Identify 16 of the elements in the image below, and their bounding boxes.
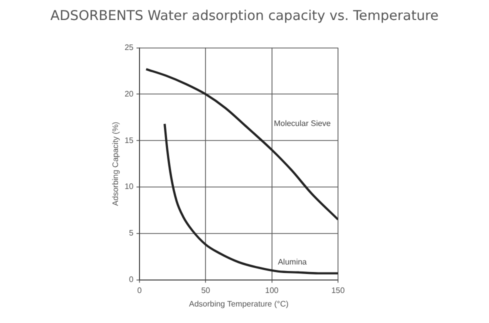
y-tick-label: 20: [124, 89, 134, 98]
x-tick-label: 0: [137, 286, 142, 295]
text: Molecular Sieve: [274, 119, 332, 128]
line-series: [145, 68, 338, 221]
y-tick-label: 25: [124, 43, 134, 52]
x-tick-label: 50: [201, 286, 211, 295]
y-tick-label: 10: [124, 182, 134, 192]
series-label: Alumina: [278, 258, 308, 267]
y-tick-label: 5: [129, 228, 134, 238]
x-axis-title: Adsorbing Temperature (°C): [188, 299, 289, 308]
chart-title: ADSORBENTS Water adsorption capacity vs. Temperature: [49, 8, 440, 24]
y-axis-title: Adsorbing Capacity (%): [111, 121, 120, 206]
x-tick-label: 100: [265, 286, 280, 295]
y-tick-label: 0: [129, 275, 134, 284]
y-tick-label: 15: [124, 136, 134, 145]
x-tick-label: 150: [331, 286, 346, 295]
